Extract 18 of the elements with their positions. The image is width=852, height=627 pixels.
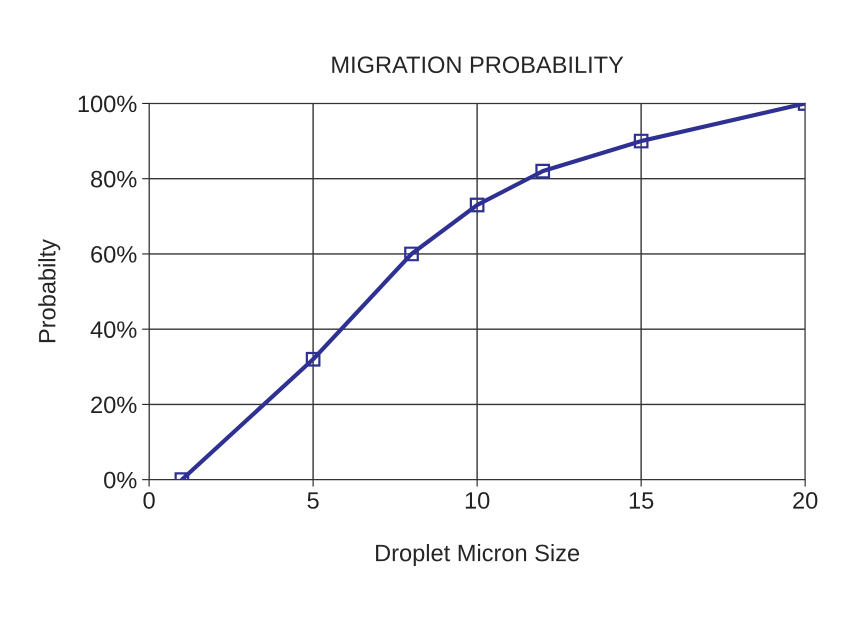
y-tick-label: 40% xyxy=(90,321,136,338)
point xyxy=(535,164,550,179)
point xyxy=(470,198,484,212)
y-tick-label: 60% xyxy=(91,246,136,263)
y-axis-title: Probabilty xyxy=(38,239,60,342)
y-tick-label: 100% xyxy=(78,96,136,112)
x-axis-title: Droplet Micron Size xyxy=(376,544,580,566)
x-tick-label: 10 xyxy=(466,492,490,509)
point xyxy=(634,134,648,148)
y-tick-label: 20% xyxy=(91,396,136,414)
x-tick-label: 0 xyxy=(143,492,155,509)
y-tick-label: 80% xyxy=(91,170,136,188)
point xyxy=(404,246,419,262)
x-tick-label: 5 xyxy=(307,492,319,509)
x-tick-label: 20 xyxy=(793,492,818,509)
x-tick-label: 15 xyxy=(630,492,654,509)
chart-title: MIGRATION PROBABILITY xyxy=(332,56,624,74)
y-tick-label: 0% xyxy=(104,472,136,488)
